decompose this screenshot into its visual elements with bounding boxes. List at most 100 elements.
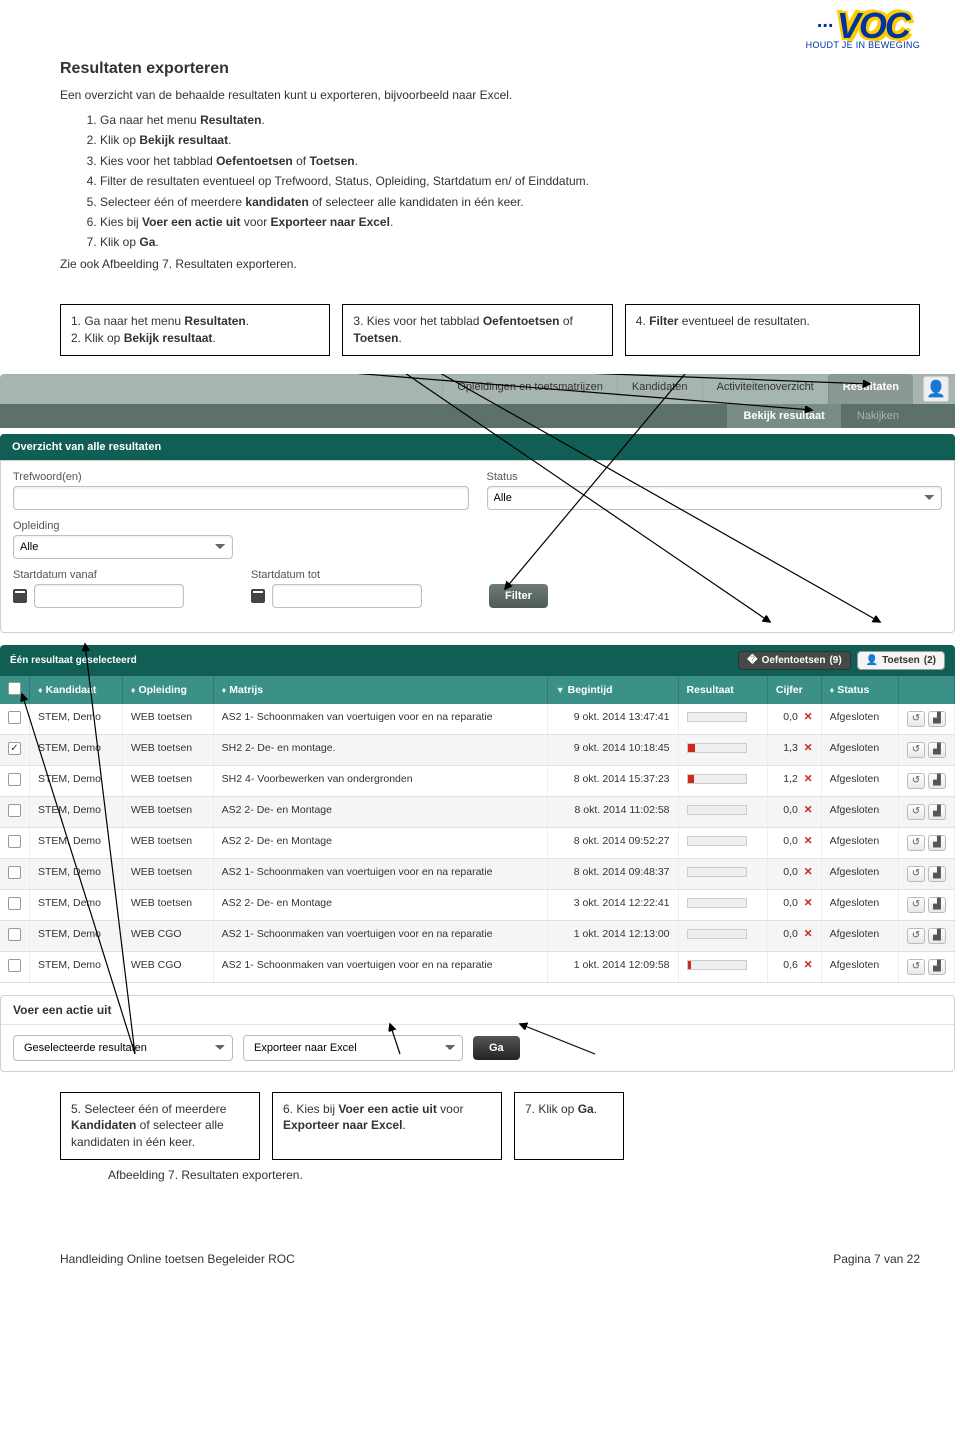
row-checkbox[interactable] <box>8 804 21 817</box>
select-action[interactable]: Exporteer naar Excel <box>243 1035 463 1061</box>
cell-begintijd: 9 okt. 2014 10:18:45 <box>547 734 678 765</box>
undo-icon[interactable]: ↺ <box>907 897 925 913</box>
chart-icon[interactable]: ▟ <box>928 928 946 944</box>
undo-icon[interactable]: ↺ <box>907 835 925 851</box>
cell-begintijd: 8 okt. 2014 09:52:27 <box>547 827 678 858</box>
cell-begintijd: 3 okt. 2014 12:22:41 <box>547 889 678 920</box>
subnav-nakijken[interactable]: Nakijken <box>841 404 915 428</box>
select-status[interactable]: Alle <box>487 486 943 510</box>
cell-cijfer: 0,0 ✕ <box>767 920 821 951</box>
col-check[interactable] <box>0 676 30 704</box>
cell-kandidaat: STEM, Demo <box>30 920 123 951</box>
pill-oefentoetsen[interactable]: � Oefentoetsen (9) <box>738 651 850 670</box>
go-button[interactable]: Ga <box>473 1036 520 1060</box>
row-checkbox[interactable] <box>8 897 21 910</box>
calendar-icon[interactable] <box>251 589 265 603</box>
undo-icon[interactable]: ↺ <box>907 928 925 944</box>
tab-opleidingen[interactable]: Opleidingen en toetsmatrijzen <box>442 374 617 404</box>
cell-status: Afgesloten <box>821 920 898 951</box>
label-status: Status <box>487 471 943 483</box>
row-checkbox[interactable] <box>8 711 21 724</box>
after-steps: Zie ook Afbeelding 7. Resultaten exporte… <box>60 255 920 274</box>
cell-kandidaat: STEM, Demo <box>30 796 123 827</box>
cell-begintijd: 8 okt. 2014 15:37:23 <box>547 765 678 796</box>
cell-status: Afgesloten <box>821 827 898 858</box>
cell-cijfer: 0,0 ✕ <box>767 796 821 827</box>
col-kandidaat[interactable]: ♦Kandidaat <box>30 676 123 704</box>
logo-sub: HOUDT JE IN BEWEGING <box>806 40 920 50</box>
cell-kandidaat: STEM, Demo <box>30 765 123 796</box>
callout-2: 3. Kies voor het tabblad Oefentoetsen of… <box>342 304 612 356</box>
cell-cijfer: 1,2 ✕ <box>767 765 821 796</box>
intro-text: Een overzicht van de behaalde resultaten… <box>60 86 920 104</box>
results-table: ♦Kandidaat ♦Opleiding ♦Matrijs ▼Begintij… <box>0 676 955 983</box>
table-row: STEM, DemoWEB toetsenAS2 1- Schoonmaken … <box>0 704 955 735</box>
undo-icon[interactable]: ↺ <box>907 742 925 758</box>
cell-opleiding: WEB toetsen <box>122 858 213 889</box>
col-matrijs[interactable]: ♦Matrijs <box>213 676 547 704</box>
undo-icon[interactable]: ↺ <box>907 959 925 975</box>
tab-resultaten[interactable]: Resultaten <box>828 374 913 404</box>
chart-icon[interactable]: ▟ <box>928 897 946 913</box>
page-footer: Handleiding Online toetsen Begeleider RO… <box>60 1252 920 1266</box>
undo-icon[interactable]: ↺ <box>907 866 925 882</box>
cell-kandidaat: STEM, Demo <box>30 951 123 982</box>
avatar[interactable]: 👤 <box>923 376 949 402</box>
cell-opleiding: WEB toetsen <box>122 734 213 765</box>
calendar-icon[interactable] <box>13 589 27 603</box>
select-opleiding[interactable]: Alle <box>13 535 233 559</box>
undo-icon[interactable]: ↺ <box>907 804 925 820</box>
app-screenshot: Opleidingen en toetsmatrijzen Kandidaten… <box>0 374 955 1072</box>
cell-matrijs: AS2 2- De- en Montage <box>213 889 547 920</box>
section-title: Resultaten exporteren <box>60 60 920 78</box>
col-begintijd[interactable]: ▼Begintijd <box>547 676 678 704</box>
cell-opleiding: WEB CGO <box>122 920 213 951</box>
col-opleiding[interactable]: ♦Opleiding <box>122 676 213 704</box>
col-resultaat[interactable]: Resultaat <box>678 676 767 704</box>
col-status[interactable]: ♦Status <box>821 676 898 704</box>
cell-resultaat <box>678 796 767 827</box>
tab-activiteiten[interactable]: Activiteitenoverzicht <box>702 374 828 404</box>
cell-opleiding: WEB CGO <box>122 951 213 982</box>
chart-icon[interactable]: ▟ <box>928 804 946 820</box>
table-row: STEM, DemoWEB toetsenAS2 2- De- en Monta… <box>0 827 955 858</box>
row-checkbox[interactable] <box>8 866 21 879</box>
footer-left: Handleiding Online toetsen Begeleider RO… <box>60 1252 295 1266</box>
row-checkbox[interactable] <box>8 928 21 941</box>
input-start-vanaf[interactable] <box>34 584 184 608</box>
label-trefwoord: Trefwoord(en) <box>13 471 469 483</box>
cell-cijfer: 0,0 ✕ <box>767 858 821 889</box>
result-banner: Één resultaat geselecteerd � Oefentoetse… <box>0 645 955 676</box>
cell-status: Afgesloten <box>821 796 898 827</box>
cell-matrijs: AS2 2- De- en Montage <box>213 827 547 858</box>
chart-icon[interactable]: ▟ <box>928 959 946 975</box>
col-actions <box>899 676 955 704</box>
cell-opleiding: WEB toetsen <box>122 796 213 827</box>
chart-icon[interactable]: ▟ <box>928 742 946 758</box>
row-checkbox[interactable] <box>8 742 21 755</box>
cell-cijfer: 0,6 ✕ <box>767 951 821 982</box>
pill-toetsen[interactable]: 👤 Toetsen (2) <box>857 651 945 670</box>
row-checkbox[interactable] <box>8 959 21 972</box>
tab-kandidaten[interactable]: Kandidaten <box>617 374 702 404</box>
chart-icon[interactable]: ▟ <box>928 866 946 882</box>
sub-nav: Bekijk resultaat Nakijken <box>0 404 955 428</box>
input-start-tot[interactable] <box>272 584 422 608</box>
cell-opleiding: WEB toetsen <box>122 889 213 920</box>
row-checkbox[interactable] <box>8 773 21 786</box>
cell-opleiding: WEB toetsen <box>122 704 213 735</box>
chart-icon[interactable]: ▟ <box>928 835 946 851</box>
result-banner-text: Één resultaat geselecteerd <box>10 655 137 666</box>
cell-matrijs: AS2 1- Schoonmaken van voertuigen voor e… <box>213 704 547 735</box>
input-trefwoord[interactable] <box>13 486 469 510</box>
cell-resultaat <box>678 827 767 858</box>
chart-icon[interactable]: ▟ <box>928 773 946 789</box>
col-cijfer[interactable]: Cijfer <box>767 676 821 704</box>
subnav-bekijk[interactable]: Bekijk resultaat <box>727 404 840 428</box>
undo-icon[interactable]: ↺ <box>907 711 925 727</box>
row-checkbox[interactable] <box>8 835 21 848</box>
undo-icon[interactable]: ↺ <box>907 773 925 789</box>
chart-icon[interactable]: ▟ <box>928 711 946 727</box>
filter-button[interactable]: Filter <box>489 584 548 608</box>
select-scope[interactable]: Geselecteerde resultaten <box>13 1035 233 1061</box>
